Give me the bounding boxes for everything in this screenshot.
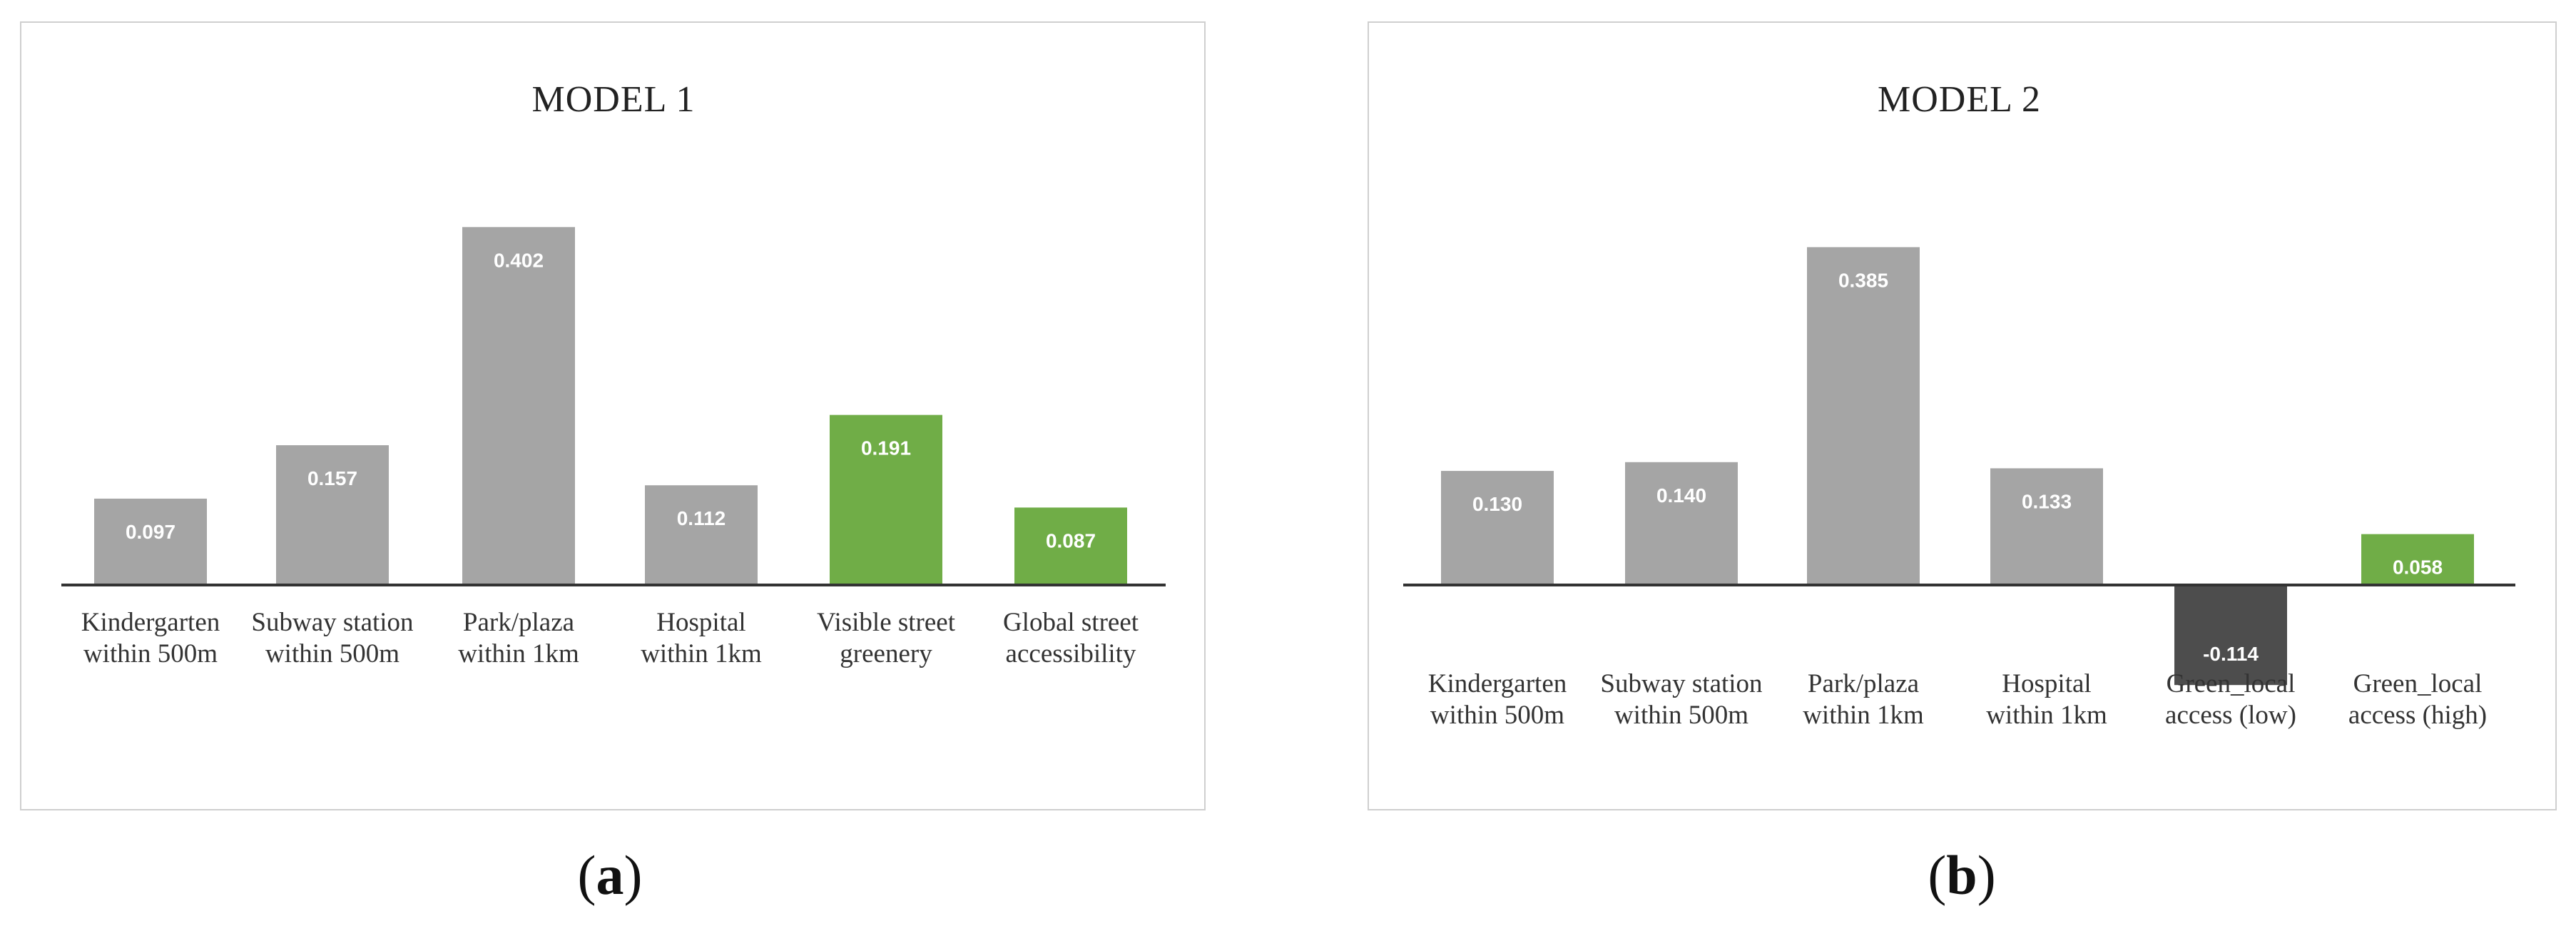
category-label: within 500m	[265, 639, 399, 668]
category-label: Kindergarten	[1428, 669, 1567, 698]
category-label: Green_local	[2167, 669, 2296, 698]
chart-title: MODEL 2	[1878, 79, 2041, 120]
data-label: 0.140	[1656, 484, 1706, 507]
category-label: greenery	[840, 639, 932, 668]
category-label: Hospital	[2002, 669, 2091, 698]
bar	[94, 498, 207, 585]
category-label: within 500m	[83, 639, 218, 668]
category-label: within 500m	[1430, 701, 1564, 730]
data-label: 0.130	[1472, 493, 1522, 515]
caption-b: (b)	[1928, 844, 1996, 906]
data-label: 0.133	[2022, 490, 2072, 512]
chart-panel-model-2: MODEL 2 0.130 Kindergarten within 500m 0.140…	[1368, 21, 2557, 810]
bar	[1441, 471, 1554, 585]
category-label: Kindergarten	[81, 608, 220, 637]
data-label: 0.402	[494, 249, 544, 271]
category-label: accessibility	[1006, 639, 1136, 668]
category-label: Hospital	[656, 608, 745, 637]
category-label: Green_local	[2353, 669, 2483, 698]
data-label: 0.058	[2393, 556, 2443, 579]
category-label: Global street	[1003, 608, 1139, 637]
category-label: access (low)	[2165, 701, 2296, 730]
category-label: within 1km	[641, 639, 762, 668]
category-label: Visible street	[817, 608, 956, 637]
bar	[462, 227, 575, 585]
category-label: Subway station	[251, 608, 413, 637]
category-label: access (high)	[2348, 701, 2487, 730]
chart-model-2: MODEL 2 0.130 Kindergarten within 500m 0.140…	[1403, 79, 2515, 730]
caption-a: (a)	[577, 844, 643, 906]
data-label: 0.112	[677, 507, 726, 529]
category-label: within 1km	[1986, 701, 2107, 730]
category-label: Park/plaza	[463, 608, 574, 637]
data-label: 0.097	[126, 521, 175, 543]
bar	[2361, 534, 2474, 585]
category-label: within 1km	[458, 639, 579, 668]
bar	[1014, 507, 1127, 585]
category-label: Park/plaza	[1808, 669, 1919, 698]
bar	[276, 445, 389, 585]
bar	[2174, 585, 2287, 686]
chart-panel-model-1: MODEL 1 0.097 Kindergarten within 500m 0.157…	[20, 21, 1206, 810]
bar	[645, 485, 758, 585]
bar	[830, 414, 942, 585]
data-label: 0.087	[1046, 529, 1096, 551]
chart-title: MODEL 1	[532, 79, 696, 120]
data-label: 0.157	[307, 467, 357, 489]
data-label: 0.191	[861, 437, 911, 459]
bar	[1807, 247, 1920, 585]
bar	[1990, 468, 2103, 585]
bar	[1625, 462, 1738, 585]
category-label: Subway station	[1600, 669, 1762, 698]
data-label: -0.114	[2203, 643, 2259, 665]
data-label: 0.385	[1838, 269, 1888, 291]
category-label: within 500m	[1614, 701, 1748, 730]
category-label: within 1km	[1803, 701, 1924, 730]
